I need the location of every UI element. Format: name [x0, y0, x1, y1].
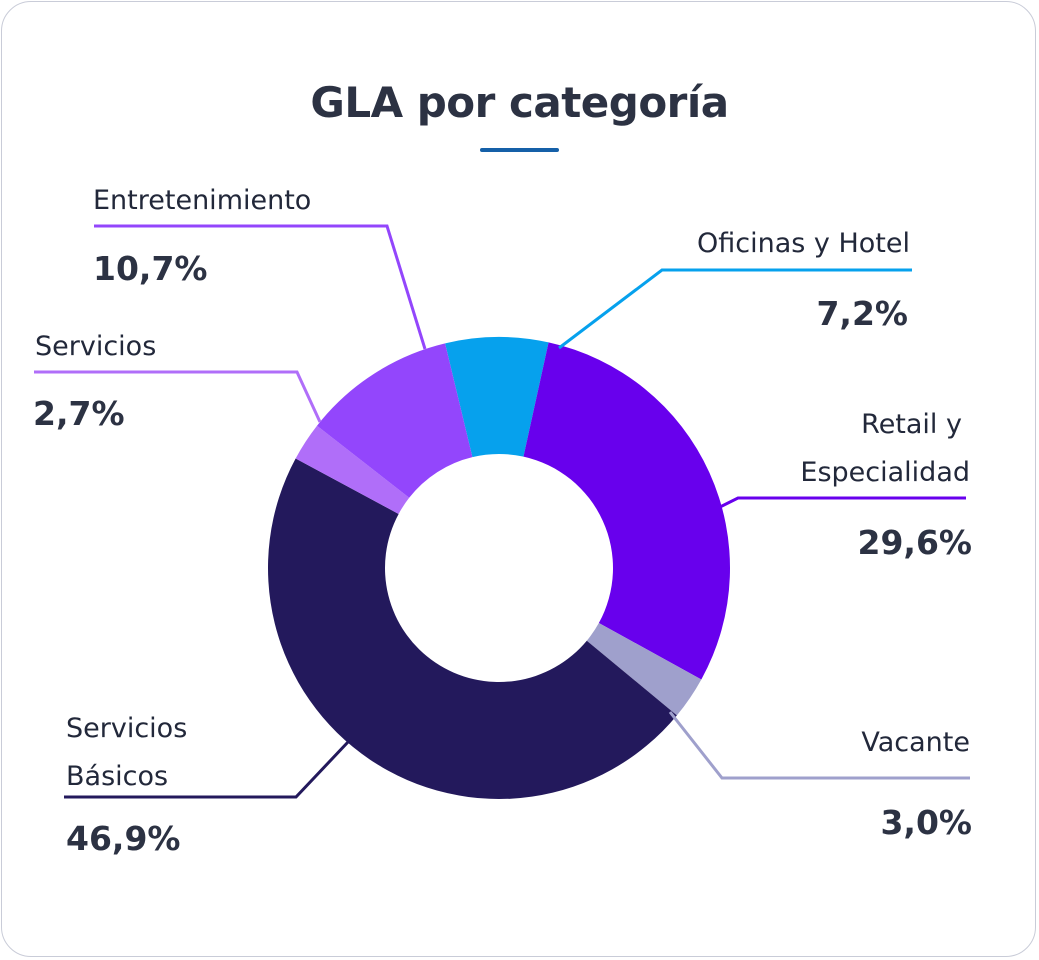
value-basicos: 46,9% [66, 819, 181, 858]
value-entretenimiento: 10,7% [93, 249, 208, 288]
leader-line-vacante [668, 711, 970, 780]
value-vacante: 3,0% [880, 803, 972, 842]
chart-title: GLA por categoría [310, 78, 729, 127]
leader-line-entretenimiento [94, 224, 427, 350]
donut-slice-entretenimiento [317, 343, 473, 498]
leader-line-oficinas [558, 268, 912, 350]
title-underline [480, 148, 559, 152]
label-oficinas: Oficinas y Hotel [697, 228, 910, 259]
donut-slice-vacante [586, 623, 702, 716]
leader-line-retail [719, 496, 966, 509]
donut-slice-servicios-b-sicos [267, 458, 677, 800]
leader-line-basicos [64, 740, 350, 799]
leader-line-servicios [34, 370, 322, 423]
donut-slice-oficinas-y-hotel [445, 337, 549, 458]
label-entretenimiento: Entretenimiento [93, 185, 311, 216]
label-retail-line1: Retail y [861, 409, 962, 440]
donut-slice-retail-y-especialidad [523, 342, 730, 680]
value-servicios: 2,7% [33, 394, 125, 433]
label-basicos-line2: Básicos [66, 761, 168, 792]
value-oficinas: 7,2% [816, 294, 908, 333]
label-vacante: Vacante [861, 727, 970, 758]
donut-slice-servicios [295, 425, 410, 514]
label-retail-line2: Especialidad [800, 457, 970, 488]
value-retail: 29,6% [858, 523, 973, 562]
label-basicos-line1: Servicios [66, 713, 187, 744]
label-servicios: Servicios [35, 331, 156, 362]
